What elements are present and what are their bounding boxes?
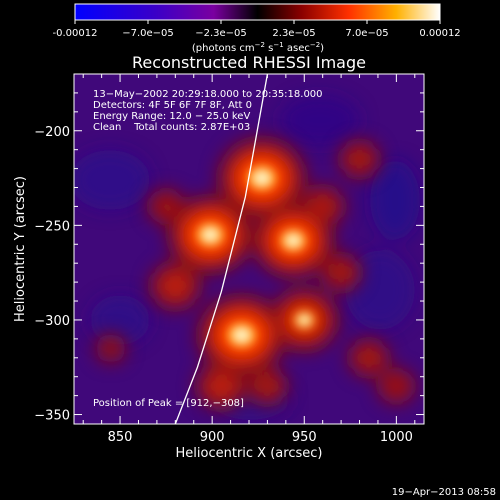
source-body: [310, 195, 336, 218]
colorbar-unit-label: (photons cm−2 s−1 asec−2): [192, 41, 324, 54]
info-line-energy: Energy Range: 12.0 − 25.0 keV: [93, 111, 250, 122]
source-body: [206, 372, 237, 400]
source-peak: [254, 172, 269, 185]
source-peak: [203, 229, 217, 241]
y-axis-label: Heliocentric Y (arcsec): [13, 176, 28, 322]
source-body: [160, 272, 191, 300]
y-tick-label: −200: [34, 125, 70, 140]
colorbar-tick-label: −2.3e−05: [195, 28, 247, 39]
colorbar-frame: [74, 3, 441, 21]
x-tick-label: 950: [292, 430, 317, 445]
timestamp-footer: 19−Apr−2013 08:58: [392, 487, 496, 498]
solar-limb-line: [174, 74, 269, 424]
source-body: [357, 347, 380, 369]
colorbar: [75, 4, 440, 20]
colorbar-tick-label: −7.0e−05: [122, 28, 174, 39]
source-peak: [234, 329, 249, 342]
x-axis-ticks: 850 900 950 1000: [82, 74, 416, 445]
source-body: [103, 341, 119, 356]
x-tick-label: 900: [200, 430, 225, 445]
peak-position-label: Position of Peak = [912,−308]: [93, 398, 244, 409]
source-body: [256, 375, 279, 397]
source-body: [329, 262, 353, 283]
source-body: [156, 197, 177, 216]
colorbar-ticks: -0.00012 −7.0e−05 −2.3e−05 2.3e−05 7.0e−05 0.…: [53, 20, 461, 39]
x-tick-label: 1000: [380, 430, 413, 445]
colorbar-tick-label: 0.00012: [419, 28, 460, 39]
observation-info: 13−May−2002 20:29:18.000 to 20:35:18.000…: [93, 89, 323, 133]
heatmap-area: [74, 74, 424, 424]
source-peak: [286, 235, 300, 246]
y-axis-ticks: −200 −250 −300 −350: [34, 92, 424, 424]
source-body: [348, 148, 371, 170]
y-tick-label: −300: [34, 314, 70, 329]
x-axis-label: Heliocentric X (arcsec): [176, 446, 323, 461]
colorbar-tick-label: 7.0e−05: [345, 28, 388, 39]
info-line-counts: Clean Total counts: 2.87E+03: [93, 122, 250, 133]
colorbar-tick-label: -0.00012: [53, 28, 98, 39]
chart-title: Reconstructed RHESSI Image: [132, 53, 366, 72]
emission-cores: [197, 166, 315, 348]
info-line-detectors: Detectors: 4F 5F 6F 7F 8F, Att 0: [93, 100, 252, 111]
colorbar-tick-label: 2.3e−05: [272, 28, 315, 39]
y-tick-label: −250: [34, 219, 70, 234]
source-peak: [299, 315, 310, 325]
x-tick-label: 850: [108, 430, 133, 445]
y-tick-label: −350: [34, 409, 70, 424]
source-body: [386, 376, 407, 396]
info-line-time: 13−May−2002 20:29:18.000 to 20:35:18.000: [93, 89, 323, 100]
